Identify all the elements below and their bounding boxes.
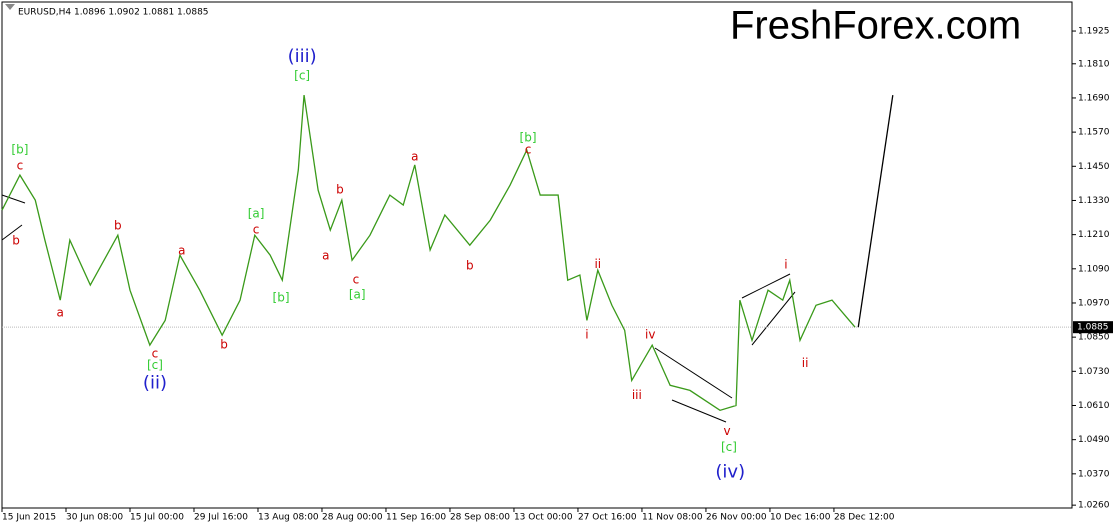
x-tick-label: 10 Dec 16:00 (770, 513, 831, 523)
y-tick-label: 1.0730 (1078, 367, 1110, 377)
wave-label: c (353, 273, 360, 287)
wave-label: [a] (248, 207, 265, 221)
wave-label: (ii) (143, 372, 167, 393)
wave-label: c (152, 347, 159, 361)
wave-label: a (411, 149, 418, 163)
x-tick-label: 28 Sep 08:00 (450, 513, 510, 523)
y-tick-label: 1.1210 (1078, 230, 1110, 240)
wave-label: a (178, 244, 185, 258)
x-tick-label: 13 Aug 08:00 (258, 513, 319, 523)
x-tick-label: 15 Jul 00:00 (130, 513, 184, 523)
current-price-box (1073, 321, 1113, 334)
wave-label: b (336, 183, 344, 197)
wave-label: [a] (349, 288, 366, 302)
wave-label: i (784, 258, 787, 272)
wave-label: b (12, 233, 20, 247)
wave-label: [c] (147, 358, 163, 372)
wave-label: c (525, 143, 532, 157)
wave-label: a (57, 306, 64, 320)
y-tick-label: 1.0370 (1078, 469, 1110, 479)
x-tick-label: 13 Oct 00:00 (514, 513, 573, 523)
price-line (857, 95, 894, 328)
wave-label: a (322, 248, 329, 262)
x-tick-label: 28 Dec 12:00 (834, 513, 895, 523)
y-tick-label: 1.1810 (1078, 59, 1110, 69)
wave-label: [b] (273, 291, 290, 305)
wave-label: ii (802, 356, 809, 370)
wave-label: iii (632, 388, 642, 402)
y-tick-label: 1.1925 (1078, 27, 1110, 37)
wave-label: ii (594, 257, 601, 271)
x-tick-label: 26 Nov 00:00 (706, 513, 767, 523)
x-tick-label: 27 Oct 16:00 (578, 513, 637, 523)
wave-label: [b] (520, 130, 537, 144)
wave-label: b (220, 338, 228, 352)
wave-label: b (466, 259, 474, 273)
menu-icon (5, 4, 15, 10)
wave-label: [c] (721, 440, 737, 454)
channel-lines (1, 194, 796, 423)
y-tick-label: 1.0260 (1078, 501, 1110, 511)
wave-label: iv (645, 328, 655, 342)
wave-label: c (17, 159, 24, 173)
wave-label: i (585, 328, 588, 342)
y-tick-label: 1.0490 (1078, 435, 1110, 445)
y-tick-label: 1.1570 (1078, 128, 1110, 138)
wave-label: (iii) (288, 46, 317, 67)
wave-label: [c] (294, 69, 310, 83)
wave-label: b (114, 219, 122, 233)
wave-label: c (253, 223, 260, 237)
wave-label: [b] (11, 143, 28, 157)
wave-label: v (724, 424, 731, 438)
y-tick-label: 1.1450 (1078, 162, 1110, 172)
x-tick-label: 11 Nov 08:00 (642, 513, 703, 523)
x-tick-label: 30 Jun 08:00 (66, 513, 123, 523)
y-tick-label: 1.1090 (1078, 264, 1110, 274)
price-line (1, 95, 856, 412)
current-price-label: 1.0885 (1077, 323, 1109, 333)
y-tick-label: 1.0850 (1078, 333, 1110, 343)
plot-frame (1, 1, 1073, 509)
watermark: FreshForex.com (730, 4, 1021, 48)
x-tick-label: 28 Aug 00:00 (322, 513, 383, 523)
x-tick-label: 29 Jul 16:00 (194, 513, 248, 523)
wave-label: (iv) (715, 461, 745, 482)
y-tick-label: 1.0610 (1078, 401, 1110, 411)
y-tick-label: 1.1330 (1078, 196, 1110, 206)
y-tick-label: 1.0970 (1078, 298, 1110, 308)
x-tick-label: 15 Jun 2015 (2, 513, 56, 523)
x-tick-label: 11 Sep 16:00 (386, 513, 446, 523)
chart-title: EURUSD,H4 1.0896 1.0902 1.0881 1.0885 (18, 8, 209, 18)
y-tick-label: 1.1690 (1078, 93, 1110, 103)
